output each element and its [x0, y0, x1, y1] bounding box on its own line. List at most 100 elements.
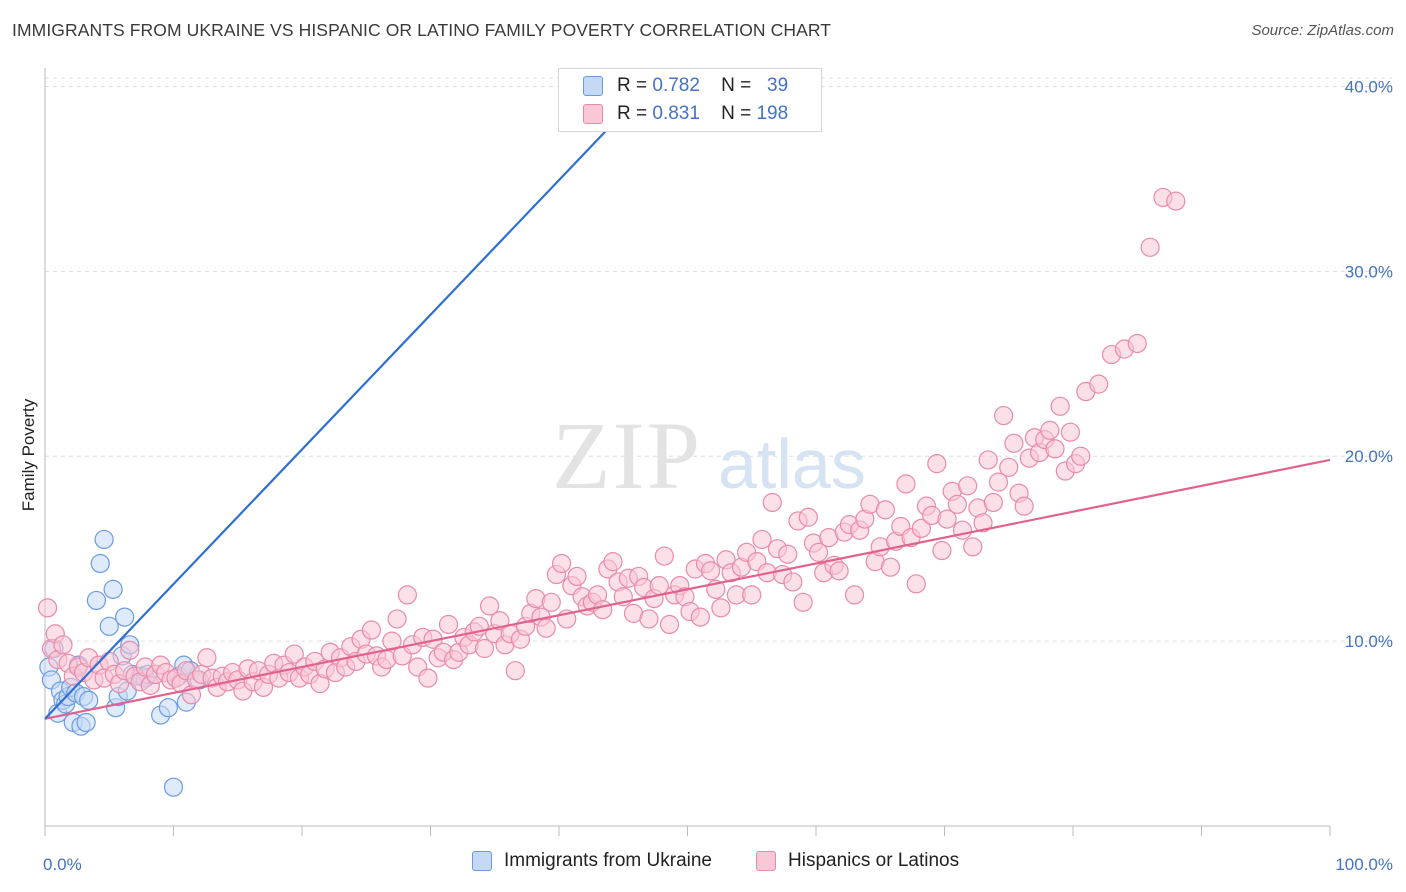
- hispanic-point: [932, 540, 952, 561]
- hispanic-point: [958, 476, 978, 496]
- hispanic-point: [701, 561, 721, 581]
- hispanic-point: [793, 592, 813, 612]
- hispanic-point: [742, 585, 762, 605]
- hispanic-point: [952, 520, 973, 540]
- hispanic-point: [906, 574, 926, 594]
- legend-swatch-ukraine: [583, 76, 603, 96]
- legend-n-value: 198: [756, 103, 789, 124]
- hispanic-point: [382, 631, 402, 651]
- hispanic-point: [536, 618, 556, 638]
- hispanic-point: [639, 609, 659, 629]
- legend-r-value: 0.831: [652, 103, 700, 124]
- hispanic-point: [659, 614, 680, 635]
- hispanic-point: [983, 492, 1003, 513]
- legend-r-label: R =: [617, 103, 648, 124]
- hispanic-point: [896, 474, 916, 494]
- hispanic-point: [690, 607, 710, 627]
- ukraine-point: [158, 698, 178, 718]
- ukraine-point: [86, 590, 107, 611]
- ukraine-point: [94, 529, 114, 550]
- hispanic-point: [783, 572, 803, 592]
- hispanic-point: [567, 566, 587, 587]
- hispanic-point: [120, 640, 140, 660]
- bottom-legend-swatch-hispanic: [756, 851, 776, 871]
- hispanic-point: [551, 553, 572, 574]
- hispanic-point: [53, 635, 73, 655]
- ukraine-point: [76, 712, 96, 733]
- hispanic-point: [999, 457, 1019, 477]
- hispanic-point: [1089, 374, 1109, 394]
- hispanic-point: [937, 509, 957, 529]
- hispanic-point: [1166, 191, 1186, 211]
- hispanic-point: [1071, 446, 1091, 466]
- bottom-legend-ukraine: Immigrants from Ukraine: [472, 850, 712, 872]
- ukraine-point: [99, 616, 119, 636]
- hispanic-point: [1045, 439, 1065, 459]
- y-tick-label: 30.0%: [1345, 262, 1393, 281]
- hispanic-point: [973, 513, 993, 533]
- ukraine-point: [90, 553, 110, 574]
- hispanic-point: [1060, 422, 1081, 442]
- watermark-atlas: atlas: [718, 425, 866, 503]
- y-tick-label: 20.0%: [1345, 447, 1393, 466]
- hispanic-point: [505, 661, 525, 681]
- hispanic-point: [418, 668, 438, 688]
- bottom-legend: Immigrants from Ukraine Hispanics or Lat…: [0, 850, 1406, 878]
- watermark: ZIP atlas: [552, 402, 866, 509]
- legend-n-value: 39: [767, 75, 789, 96]
- y-tick-label: 40.0%: [1345, 77, 1393, 96]
- legend-swatch-hispanic: [583, 104, 603, 124]
- legend-row-ukraine: R = 0.782 N = 39: [583, 73, 788, 99]
- hispanic-point: [711, 598, 731, 618]
- hispanic-point: [808, 542, 829, 562]
- hispanic-point: [927, 454, 947, 474]
- hispanic-point: [978, 450, 998, 470]
- hispanic-point: [37, 598, 58, 618]
- hispanic-point: [875, 500, 895, 520]
- hispanic-point: [963, 537, 983, 557]
- bottom-legend-hispanic: Hispanics or Latinos: [756, 850, 959, 872]
- hispanic-point: [1040, 420, 1060, 440]
- hispanic-point: [911, 518, 931, 538]
- hispanic-point: [361, 620, 381, 640]
- trendlines: [44, 78, 1331, 720]
- legend-r-value: 0.782: [652, 75, 700, 96]
- bottom-legend-label: Hispanics or Latinos: [788, 850, 960, 871]
- bottom-legend-swatch-ukraine: [472, 851, 492, 871]
- ukraine-trendline: [44, 78, 657, 720]
- hispanic-point: [778, 544, 798, 564]
- hispanic-point: [387, 609, 407, 629]
- ukraine-point: [103, 579, 123, 599]
- legend-r-label: R =: [617, 75, 648, 96]
- hispanic-point: [798, 507, 818, 527]
- hispanic-point: [880, 557, 901, 577]
- hispanic-point: [1127, 333, 1147, 354]
- hispanic-point: [1014, 496, 1034, 516]
- hispanic-point: [947, 494, 967, 514]
- hispanic-point: [762, 492, 782, 513]
- hispanic-point: [1050, 396, 1070, 416]
- hispanic-point: [994, 405, 1014, 426]
- axes: [44, 68, 1331, 836]
- watermark-zip: ZIP: [552, 402, 702, 509]
- bottom-legend-label: Immigrants from Ukraine: [504, 850, 712, 871]
- hispanic-point: [397, 585, 417, 605]
- hispanic-point: [1140, 237, 1160, 257]
- hispanic-point: [844, 585, 865, 605]
- hispanic-point: [593, 600, 613, 620]
- x-tick-label: 100.0%: [1335, 855, 1393, 874]
- ukraine-point: [163, 777, 184, 797]
- y-tick-label: 10.0%: [1345, 632, 1393, 651]
- hispanic-point: [284, 644, 304, 664]
- y-axis-label: Family Poverty: [19, 398, 38, 511]
- hispanic-point: [988, 472, 1009, 492]
- hispanic-trendline: [44, 458, 1331, 720]
- hispanic-point: [474, 638, 495, 659]
- legend-n-label: N =: [721, 75, 752, 96]
- hispanic-point: [541, 592, 561, 612]
- tick-labels: 10.0% 20.0% 30.0% 40.0% 0.0% 100.0%: [43, 77, 1393, 874]
- ukraine-point: [79, 690, 99, 710]
- hispanic-point: [603, 552, 623, 572]
- hispanic-point: [654, 546, 674, 566]
